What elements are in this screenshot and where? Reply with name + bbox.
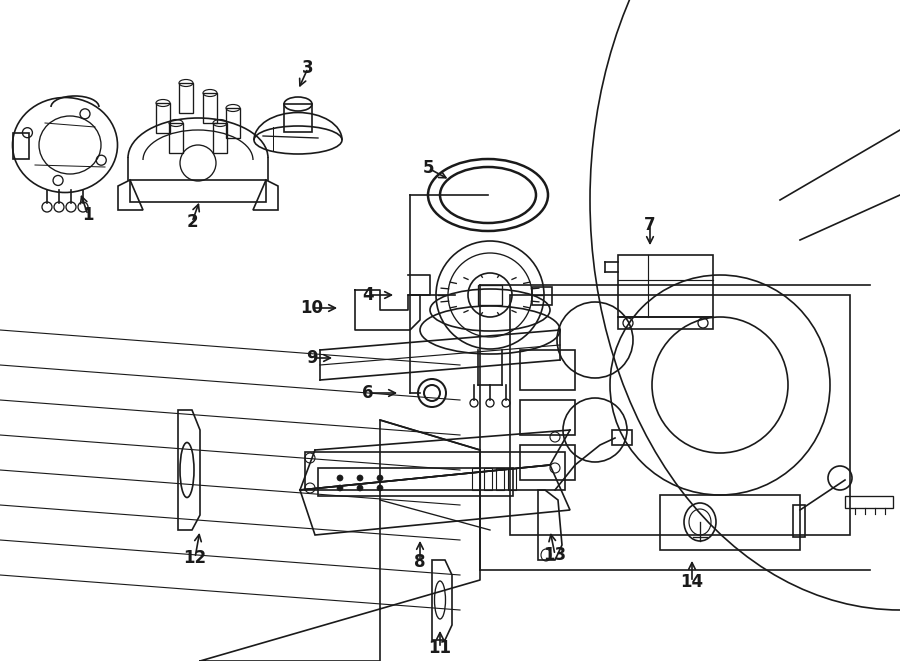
- Bar: [179, 83, 193, 113]
- Circle shape: [357, 485, 363, 491]
- Bar: [156, 103, 170, 133]
- Text: 11: 11: [428, 639, 452, 657]
- Bar: [13, 133, 29, 159]
- Text: 7: 7: [644, 216, 656, 234]
- Circle shape: [377, 485, 383, 491]
- Circle shape: [357, 475, 363, 481]
- Bar: [478, 285, 502, 305]
- Bar: [496, 468, 504, 490]
- Text: 13: 13: [544, 546, 567, 564]
- Text: 1: 1: [82, 206, 94, 224]
- Bar: [618, 317, 713, 329]
- Circle shape: [377, 475, 383, 481]
- Circle shape: [337, 475, 343, 481]
- Text: 4: 4: [362, 286, 374, 304]
- Text: 10: 10: [301, 299, 323, 317]
- Bar: [508, 468, 516, 490]
- Text: 5: 5: [422, 159, 434, 177]
- Bar: [618, 255, 713, 317]
- Text: 9: 9: [306, 349, 318, 367]
- Bar: [213, 123, 227, 153]
- Bar: [130, 180, 266, 202]
- Bar: [793, 505, 805, 537]
- Text: 14: 14: [680, 573, 704, 591]
- Text: 6: 6: [362, 384, 374, 402]
- Bar: [305, 452, 565, 490]
- Bar: [484, 468, 492, 490]
- Text: 8: 8: [414, 553, 426, 571]
- Bar: [520, 445, 575, 480]
- Bar: [660, 495, 800, 550]
- Bar: [203, 93, 217, 123]
- Bar: [284, 104, 312, 132]
- Bar: [845, 496, 893, 508]
- Text: 12: 12: [184, 549, 207, 567]
- Bar: [472, 468, 480, 490]
- Circle shape: [337, 485, 343, 491]
- Bar: [169, 123, 183, 153]
- Bar: [318, 468, 513, 496]
- Text: 2: 2: [186, 213, 198, 231]
- Bar: [226, 108, 240, 138]
- Bar: [612, 430, 632, 445]
- Text: 3: 3: [302, 59, 314, 77]
- Bar: [510, 295, 850, 535]
- Bar: [520, 350, 575, 390]
- Bar: [520, 400, 575, 435]
- Bar: [532, 287, 552, 305]
